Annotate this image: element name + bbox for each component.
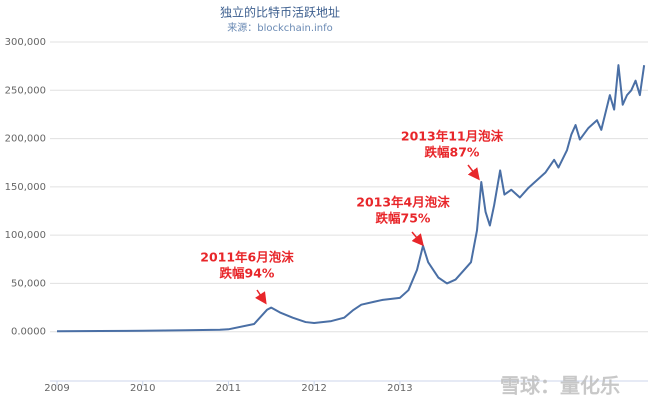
y-tick-label: 100,000 [5, 230, 46, 241]
x-tick-label: 2011 [216, 383, 241, 394]
y-tick-label: 250,000 [5, 85, 46, 96]
y-tick-label: 0.0000 [11, 327, 46, 338]
annotation-arrow [411, 231, 424, 247]
watermark: 雪球：量化乐 [500, 374, 620, 398]
annotation: 2013年11月泡沫 [401, 129, 504, 144]
annotation: 跌幅75% [376, 211, 431, 226]
x-tick-label: 2010 [130, 383, 155, 394]
y-tick-label: 200,000 [5, 134, 46, 145]
y-tick-label: 150,000 [5, 182, 46, 193]
y-tick-label: 300,000 [5, 37, 46, 48]
annotation: 2011年6月泡沫 [200, 250, 294, 265]
annotation: 跌幅94% [220, 266, 275, 281]
annotation: 跌幅87% [425, 145, 480, 160]
x-tick-label: 2013 [387, 383, 412, 394]
annotation-arrow [467, 164, 480, 181]
chart-subtitle: 来源：blockchain.info [227, 21, 333, 34]
chart-title: 独立的比特币活跃地址 [220, 5, 340, 20]
annotation: 2013年4月泡沫 [356, 195, 450, 210]
x-tick-label: 2009 [44, 383, 69, 394]
series-line [56, 64, 646, 333]
x-tick-label: 2012 [301, 383, 326, 394]
y-tick-label: 50,000 [11, 278, 46, 289]
annotation-arrow [255, 289, 267, 305]
